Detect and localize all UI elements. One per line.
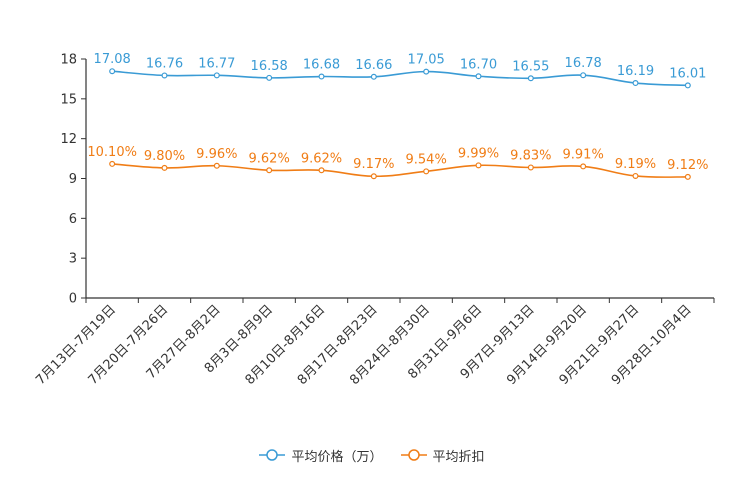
data-label: 16.58 — [251, 59, 288, 74]
data-point — [213, 162, 220, 169]
y-tick-label: 9 — [69, 172, 77, 187]
data-label: 16.76 — [146, 56, 183, 71]
data-point — [161, 164, 168, 171]
data-label: 17.08 — [94, 52, 131, 67]
data-label: 16.70 — [460, 57, 497, 72]
legend-discount-label: 平均折扣 — [432, 449, 485, 465]
data-label: 9.80% — [144, 149, 185, 164]
data-point — [370, 173, 377, 180]
y-tick-label: 15 — [60, 92, 77, 107]
y-tick-label: 12 — [60, 132, 77, 147]
data-point — [684, 82, 691, 89]
data-label: 16.78 — [565, 56, 602, 71]
data-label: 16.55 — [512, 59, 549, 74]
data-point — [423, 68, 430, 75]
data-point — [580, 163, 587, 170]
data-point — [423, 168, 430, 175]
data-point — [213, 72, 220, 79]
y-tick-label: 3 — [69, 252, 77, 267]
data-point — [266, 167, 273, 174]
legend-price-label: 平均价格（万） — [291, 449, 383, 465]
data-point — [580, 72, 587, 79]
data-point — [109, 160, 116, 167]
data-label: 9.17% — [353, 157, 394, 172]
data-label: 16.77 — [198, 56, 235, 71]
data-label: 9.62% — [249, 151, 290, 166]
data-label: 9.19% — [615, 157, 656, 172]
data-label: 9.83% — [510, 148, 551, 163]
data-point — [370, 73, 377, 80]
data-label: 16.19 — [617, 64, 654, 79]
data-label: 17.05 — [408, 53, 445, 68]
data-label: 9.62% — [301, 151, 342, 166]
data-label: 16.68 — [303, 58, 340, 73]
series-line-price — [112, 70, 688, 87]
legend-price-marker-icon — [259, 449, 286, 461]
data-point — [527, 75, 534, 82]
data-label: 10.10% — [87, 145, 137, 160]
legend-discount-marker-icon — [400, 449, 427, 461]
data-label: 9.99% — [458, 146, 499, 161]
data-point — [318, 167, 325, 174]
data-point — [632, 172, 639, 179]
data-point — [318, 73, 325, 80]
data-label: 9.12% — [667, 158, 708, 173]
data-point — [475, 162, 482, 169]
data-label: 9.91% — [563, 147, 604, 162]
legend-item-price[interactable]: 平均价格（万） — [259, 446, 383, 465]
data-point — [527, 164, 534, 171]
series-line-discount — [112, 163, 688, 178]
data-label: 9.54% — [406, 152, 447, 167]
y-tick-label: 18 — [60, 53, 77, 68]
data-point — [684, 173, 691, 180]
data-point — [632, 80, 639, 87]
legend-item-discount[interactable]: 平均折扣 — [400, 446, 485, 465]
data-label: 9.96% — [196, 147, 237, 162]
y-tick-label: 0 — [69, 292, 77, 307]
data-label: 16.01 — [669, 66, 706, 81]
data-point — [475, 73, 482, 80]
y-tick-label: 6 — [69, 212, 77, 227]
data-point — [161, 72, 168, 79]
legend: 平均价格（万） 平均折扣 — [0, 444, 744, 466]
data-point — [266, 74, 273, 81]
data-point — [109, 68, 116, 75]
data-label: 16.66 — [355, 58, 392, 73]
